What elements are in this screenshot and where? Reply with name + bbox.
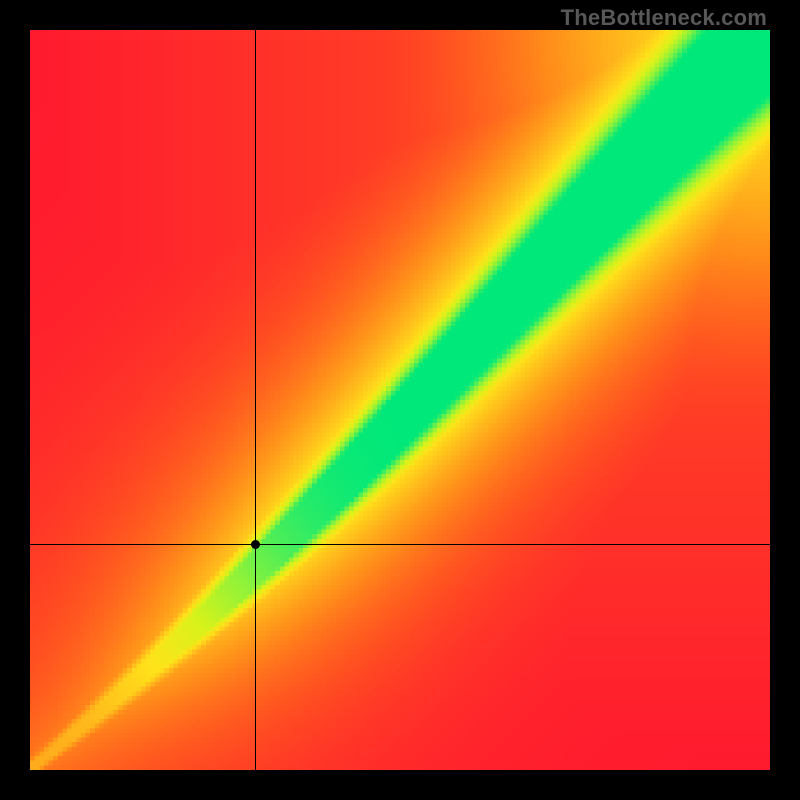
plot-area [30, 30, 770, 770]
crosshair-horizontal [30, 544, 770, 545]
crosshair-marker [251, 540, 260, 549]
watermark-text: TheBottleneck.com [561, 5, 767, 31]
crosshair-vertical [255, 30, 256, 770]
heatmap-canvas [30, 30, 770, 770]
